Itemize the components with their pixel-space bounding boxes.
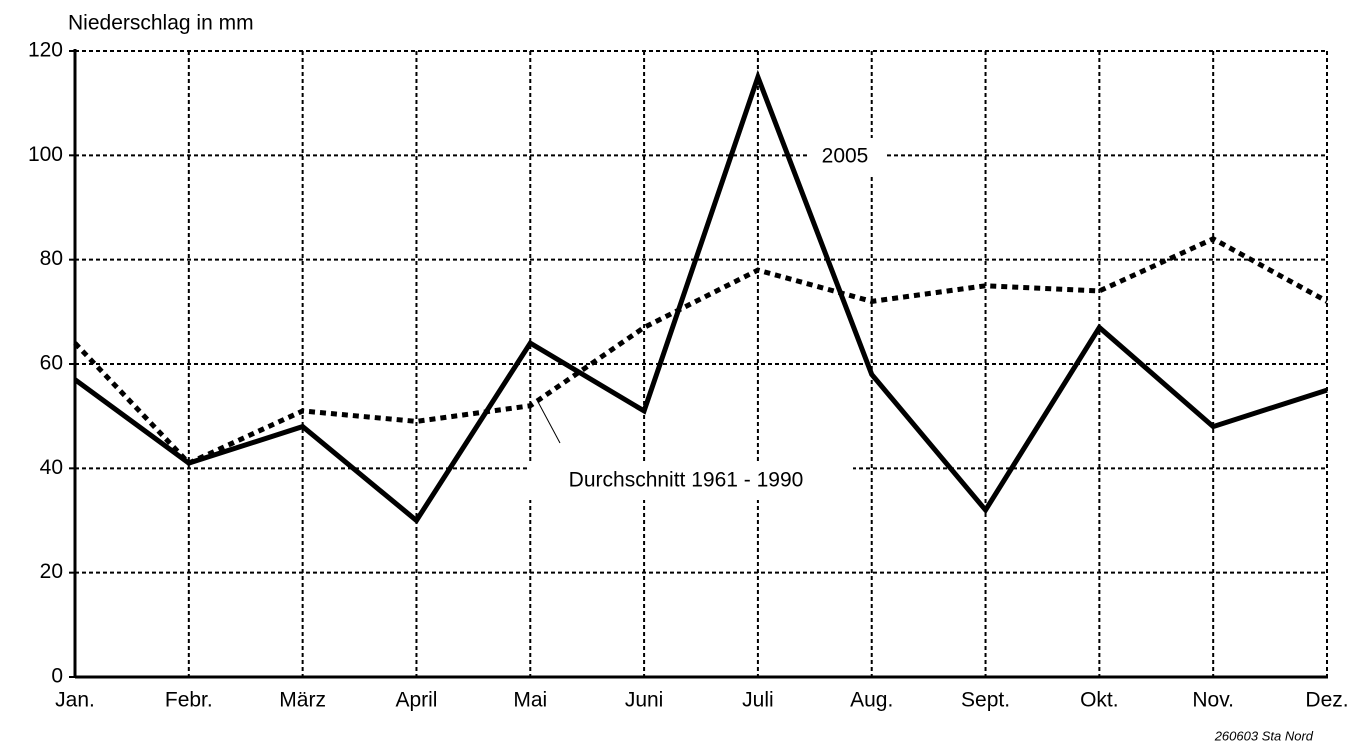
y-tick-label: 120 xyxy=(28,39,63,62)
line-series xyxy=(73,69,1328,525)
x-tick-label: Sept. xyxy=(961,689,1010,712)
y-tick-label: 80 xyxy=(40,247,63,270)
label-background xyxy=(527,462,853,500)
x-tick-label: Febr. xyxy=(165,689,213,712)
x-tick-label: Juni xyxy=(625,689,664,712)
x-tick-label: April xyxy=(395,689,437,712)
y-tick-label: 40 xyxy=(40,456,63,479)
y-tick-label: 60 xyxy=(40,352,63,375)
x-tick-label: Aug. xyxy=(850,689,893,712)
y-axis-label: Niederschlag in mm xyxy=(68,12,254,35)
footnote: 260603 Sta Nord xyxy=(1214,728,1314,743)
series-label: Durchschnitt 1961 - 1990 xyxy=(569,469,804,492)
leader-line xyxy=(536,399,561,444)
x-tick-label: Jan. xyxy=(55,689,95,712)
y-tick-label: 0 xyxy=(51,665,63,688)
x-tick-label: März xyxy=(279,689,326,712)
x-tick-label: Dez. xyxy=(1305,689,1348,712)
label-background xyxy=(807,138,887,174)
x-tick-label: Okt. xyxy=(1080,689,1119,712)
x-tick-label: Juli xyxy=(742,689,774,712)
x-tick-label: Mai xyxy=(513,689,547,712)
y-tick-label: 100 xyxy=(28,143,63,166)
y-tick-label: 20 xyxy=(40,560,63,583)
x-tick-label: Nov. xyxy=(1192,689,1234,712)
line-series xyxy=(73,236,1329,467)
series-label: 2005 xyxy=(822,145,869,168)
